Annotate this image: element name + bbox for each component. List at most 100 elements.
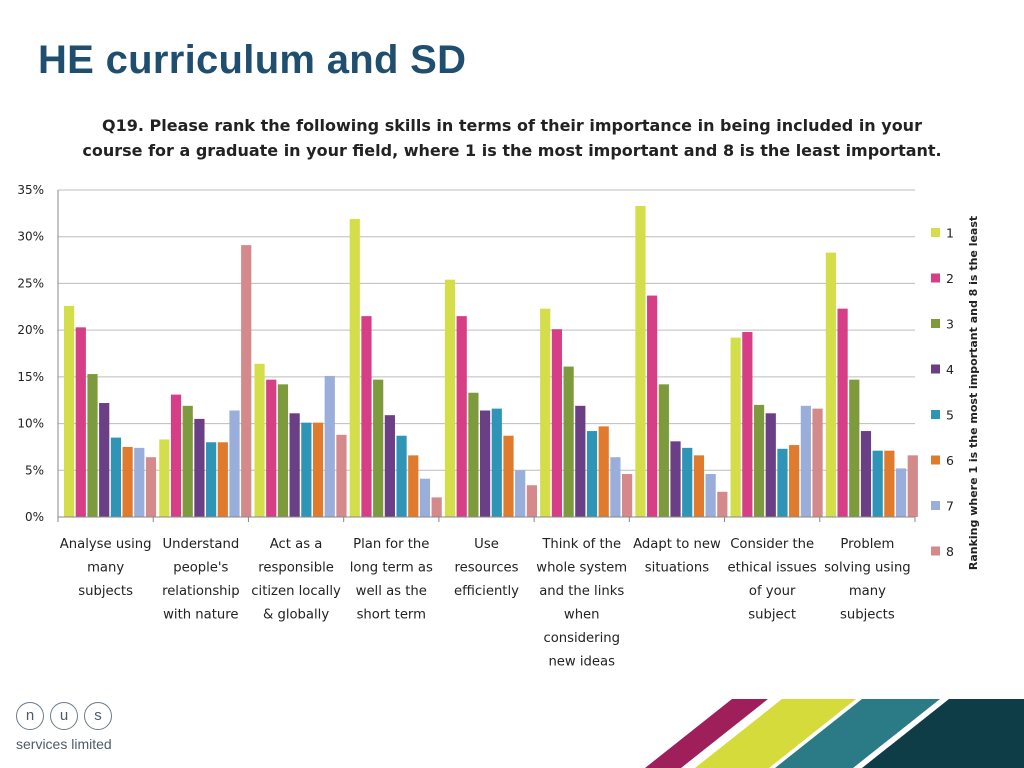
bar-rank-8 [145,457,157,517]
y-tick-labels: 0% 5% 10% 15% 20% 25% 30% 35% [17,183,44,524]
y-tick-label: 25% [17,276,44,290]
bar-rank-6 [789,445,800,517]
bar-rank-6 [503,435,514,517]
bar-rank-7 [610,457,621,517]
chart-title: Q19. Please rank the following skills in… [82,116,941,160]
y-tick-label: 35% [17,183,44,197]
bar-rank-2 [456,316,467,517]
bar-rank-7 [515,470,526,517]
legend-label: 2 [946,271,954,286]
bar-rank-6 [122,446,133,517]
bar-rank-3 [753,404,765,517]
bar-rank-4 [575,405,586,517]
bar-rank-4 [860,431,872,517]
bar-rank-4 [194,418,205,517]
bar-rank-5 [396,435,407,517]
bar-rank-1 [444,279,456,517]
category-label: Plan for the long term as well as the short… [350,537,433,623]
bar-rank-7 [324,375,335,517]
bar-rank-2 [75,327,86,517]
bar-rank-8 [431,497,442,517]
bar-rank-5 [301,422,312,517]
bar-rank-1 [254,363,265,517]
bar-rank-7 [800,405,811,517]
bar-rank-7 [895,468,907,517]
bar-rank-5 [872,450,883,517]
legend-label: 3 [946,317,954,332]
legend-title: Ranking where 1 is the most important an… [967,216,980,570]
bar-rank-8 [812,408,823,517]
bar-rank-3 [468,392,479,517]
legend-swatch-3 [931,319,940,328]
bar-rank-5 [491,408,502,517]
bar-rank-1 [540,308,551,517]
bar-rank-2 [551,329,563,517]
bar-rank-7 [705,474,716,517]
legend-label: 4 [946,362,954,377]
category-label: Understand people's relationship with natur… [162,537,240,623]
y-tick-label: 30% [17,230,44,244]
stripe [862,699,1024,768]
bar-rank-1 [635,205,646,517]
bar-rank-2 [742,332,753,517]
bar-rank-8 [622,474,633,517]
legend-swatch-6 [931,455,940,465]
bar-rank-3 [87,374,98,517]
bar-rank-4 [99,403,110,517]
bar-rank-8 [717,491,728,517]
bar-rank-6 [693,455,705,517]
bar-rank-1 [730,337,741,517]
bar-rank-6 [312,422,324,517]
slide-title: HE curriculum and SD [38,38,467,82]
bar-rank-3 [563,366,574,517]
stripe [645,699,768,768]
bar-rank-5 [777,448,788,517]
bar-rank-2 [170,394,182,517]
bar-rank-7 [419,478,431,517]
y-tick-label: 5% [25,463,44,477]
bar-rank-4 [479,410,491,517]
legend-label: 5 [946,408,954,423]
category-label: Consider the ethical issues of your subject [728,537,817,623]
legend-swatch-7 [931,501,940,510]
category-label: Problem solving using many subjects [824,537,911,623]
bar-rank-4 [765,413,776,517]
bar-rank-8 [241,245,252,517]
bar-rank-5 [586,431,598,517]
bar-rank-8 [526,485,537,517]
bar-rank-5 [682,447,693,517]
category-label: Act as a responsible citizen locally & glob… [251,537,341,623]
bars [64,205,918,517]
legend-swatch-5 [931,410,940,419]
bar-rank-6 [408,455,419,517]
category-label: Analyse using many subjects [60,537,152,599]
bar-rank-4 [289,413,300,517]
logo-letter-s: s [84,702,112,730]
stripe [695,699,856,768]
bar-rank-3 [373,379,384,517]
logo-letter-u: u [50,702,78,730]
legend-swatch-2 [931,273,940,283]
stripe [775,699,940,768]
bar-rank-5 [110,437,121,517]
legend-swatch-4 [931,364,940,374]
y-tick-label: 20% [17,323,44,337]
bar-rank-8 [907,455,918,517]
category-label: Think of the whole system and the links whe… [536,537,627,670]
legend-swatch-1 [931,228,940,237]
axes [57,190,916,522]
bar-rank-2 [266,379,277,517]
bar-rank-1 [825,252,836,517]
logo-text: services limited [16,736,112,752]
bar-rank-7 [229,410,240,517]
legend-label: 7 [946,499,954,514]
legend: 1 2 3 4 5 6 7 8 [931,226,954,559]
bar-rank-2 [837,308,848,517]
chart-title-line: course for a graduate in your field, whe… [82,141,941,160]
category-label: Use resources efficiently [454,537,519,599]
bar-rank-3 [658,384,669,517]
category-label: Adapt to new situations [633,537,721,576]
bar-rank-1 [64,305,75,517]
